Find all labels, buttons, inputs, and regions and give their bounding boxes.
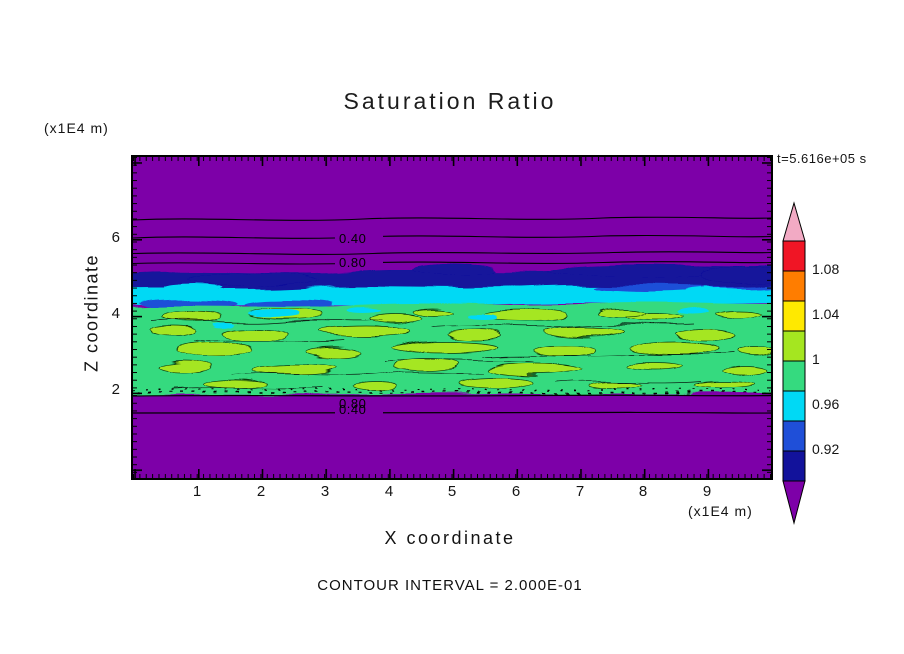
x-tick-label: 5 bbox=[447, 483, 457, 500]
colorbar-segment bbox=[782, 270, 806, 302]
y-axis-unit: (x1E4 m) bbox=[44, 120, 109, 136]
contour-label-040-upper: 0.40 bbox=[339, 231, 366, 246]
label-mask bbox=[335, 231, 383, 246]
lower-contour-lines bbox=[132, 394, 772, 414]
colorbar-segment bbox=[782, 360, 806, 392]
x-axis-label: X coordinate bbox=[384, 528, 516, 548]
x-tick-label: 6 bbox=[511, 483, 521, 500]
colorbar-segment bbox=[782, 420, 806, 452]
colorbar-svg bbox=[782, 201, 806, 525]
cyan-streaks bbox=[163, 283, 753, 295]
x-tick-label: 3 bbox=[320, 483, 330, 500]
axis-ticks bbox=[133, 157, 771, 478]
x-tick-label: 7 bbox=[575, 483, 585, 500]
x-tick-label: 8 bbox=[638, 483, 648, 500]
yellow-green-patches bbox=[148, 308, 774, 391]
upper-contour-lines bbox=[132, 216, 772, 265]
colorbar-segment bbox=[782, 390, 806, 422]
contour-interval-note: CONTOUR INTERVAL = 2.000E-01 bbox=[317, 577, 583, 594]
x-tick-label: 4 bbox=[384, 483, 394, 500]
bottom-edge-noise bbox=[133, 389, 771, 394]
colorbar-segment bbox=[782, 330, 806, 362]
label-mask bbox=[335, 397, 383, 414]
contour-label-080-upper: 0.80 bbox=[339, 255, 366, 270]
label-mask bbox=[335, 255, 383, 270]
colorbar-label: 0.96 bbox=[812, 396, 840, 412]
cyan-specks bbox=[211, 307, 709, 328]
x-tick-label: 9 bbox=[702, 483, 712, 500]
colorbar-segment bbox=[782, 240, 806, 272]
contour-plot-svg: 0.40 0.80 0.80 0.40 bbox=[123, 157, 790, 478]
colorbar-segment bbox=[782, 450, 806, 482]
contour-squiggles bbox=[152, 319, 734, 390]
y-tick-label: 4 bbox=[111, 305, 120, 322]
colorbar-label: 1.08 bbox=[812, 261, 840, 277]
y-tick-label: 6 bbox=[111, 229, 120, 246]
colorbar-bottom-arrow bbox=[782, 480, 806, 525]
contour-label-040-lower: 0.40 bbox=[339, 402, 366, 417]
colorbar-label: 0.92 bbox=[812, 441, 840, 457]
x-tick-label: 1 bbox=[192, 483, 202, 500]
chart-title: Saturation Ratio bbox=[343, 88, 557, 114]
plot-area: 0.40 0.80 0.80 0.40 bbox=[123, 155, 790, 480]
colorbar-label: 1.04 bbox=[812, 306, 840, 322]
time-annotation: t=5.616e+05 s bbox=[777, 151, 867, 166]
colorbar bbox=[779, 201, 809, 532]
colorbar-segment bbox=[782, 300, 806, 332]
contour-label-080-lower: 0.80 bbox=[339, 396, 366, 411]
x-tick-label: 2 bbox=[256, 483, 266, 500]
x-axis-unit: (x1E4 m) bbox=[688, 503, 753, 519]
colorbar-top-arrow bbox=[782, 201, 806, 242]
colorbar-label: 1 bbox=[812, 351, 820, 367]
y-tick-label: 2 bbox=[111, 381, 120, 398]
saturation-field bbox=[123, 264, 790, 397]
